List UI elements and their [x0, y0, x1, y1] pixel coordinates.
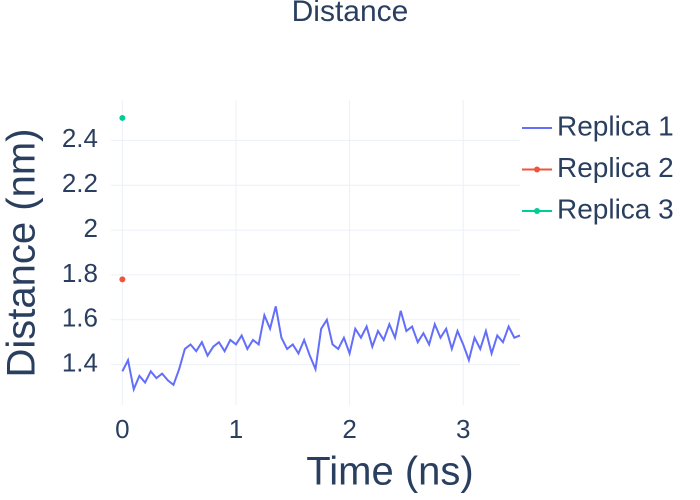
x-tick-label: 0 — [115, 414, 129, 444]
x-axis-title: Time (ns) — [306, 450, 473, 494]
x-tick-label: 2 — [342, 414, 356, 444]
y-axis-title: Distance (nm) — [0, 129, 44, 378]
y-tick-label: 2.2 — [62, 168, 98, 198]
x-tick-label: 1 — [229, 414, 243, 444]
y-tick-label: 1.4 — [62, 348, 98, 378]
legend-marker — [534, 166, 540, 173]
marker — [119, 276, 126, 283]
legend-label: Replica 2 — [557, 152, 674, 183]
line — [121, 306, 521, 393]
x-tick-label: 3 — [456, 414, 470, 444]
y-tick-label: 2 — [84, 213, 98, 243]
legend-marker — [534, 208, 540, 214]
y-tick-label: 1.8 — [62, 258, 98, 288]
y-tick-label: 2.4 — [62, 123, 98, 153]
y-tick-label: 1.6 — [62, 303, 98, 333]
legend-label: Replica 1 — [557, 110, 674, 141]
legend-label: Replica 3 — [557, 193, 674, 224]
marker — [119, 114, 126, 121]
chart-title: Distance — [292, 0, 409, 28]
